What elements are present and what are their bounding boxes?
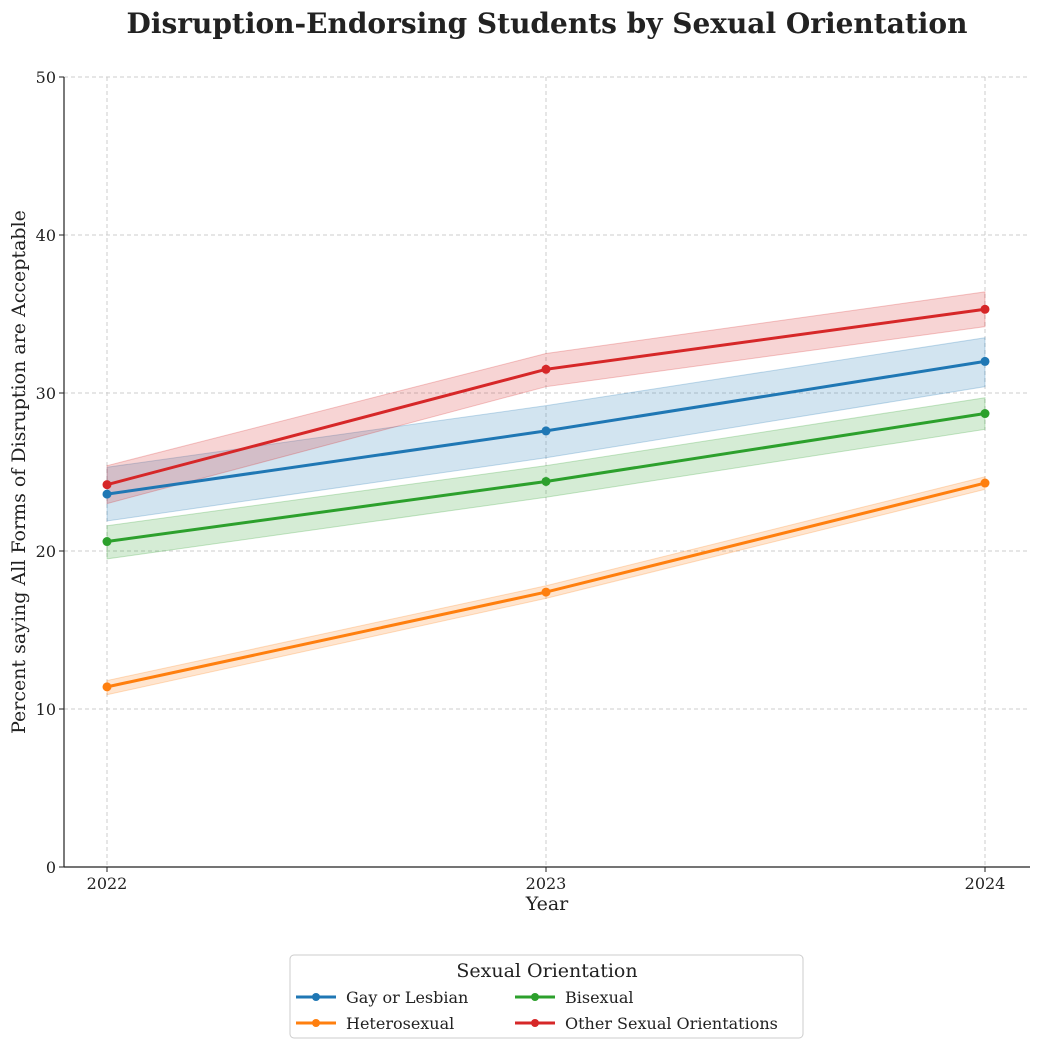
data-point xyxy=(102,480,112,490)
y-tick-label: 10 xyxy=(36,700,56,719)
y-tick-label: 20 xyxy=(36,542,56,561)
legend-marker xyxy=(531,1019,539,1027)
y-tick-label: 30 xyxy=(36,384,56,403)
series-lines xyxy=(102,304,990,692)
x-tick-label: 2023 xyxy=(526,874,567,893)
legend-marker xyxy=(312,993,320,1001)
y-tick-label: 0 xyxy=(46,858,56,877)
data-point xyxy=(102,682,112,692)
data-point xyxy=(980,356,990,366)
grid xyxy=(64,76,1030,867)
x-axis-label: Year xyxy=(525,893,569,915)
data-point xyxy=(541,587,551,597)
x-tick-label: 2024 xyxy=(965,874,1006,893)
x-tick-label: 2022 xyxy=(87,874,128,893)
data-point xyxy=(980,478,990,488)
data-point xyxy=(980,304,990,314)
data-point xyxy=(541,476,551,486)
legend-marker xyxy=(312,1019,320,1027)
chart-title: Disruption-Endorsing Students by Sexual … xyxy=(127,7,968,40)
y-axis-label: Percent saying All Forms of Disruption a… xyxy=(8,210,30,734)
legend-label: Gay or Lesbian xyxy=(346,988,468,1007)
data-point xyxy=(102,489,112,499)
legend-label: Bisexual xyxy=(565,988,634,1007)
y-tick-label: 50 xyxy=(36,68,56,87)
data-point xyxy=(541,364,551,374)
y-tick-label: 40 xyxy=(36,226,56,245)
legend-label: Other Sexual Orientations xyxy=(565,1014,778,1033)
data-point xyxy=(980,409,990,419)
data-point xyxy=(541,426,551,436)
legend: Sexual Orientation Gay or Lesbian Heteros… xyxy=(289,954,804,1039)
legend-label: Heterosexual xyxy=(346,1014,454,1033)
confidence-band xyxy=(106,291,986,505)
data-point xyxy=(102,537,112,547)
legend-marker xyxy=(531,993,539,1001)
axes: 0 10 20 30 40 50 2022 2023 2024 xyxy=(36,68,1030,893)
legend-title: Sexual Orientation xyxy=(456,960,637,982)
